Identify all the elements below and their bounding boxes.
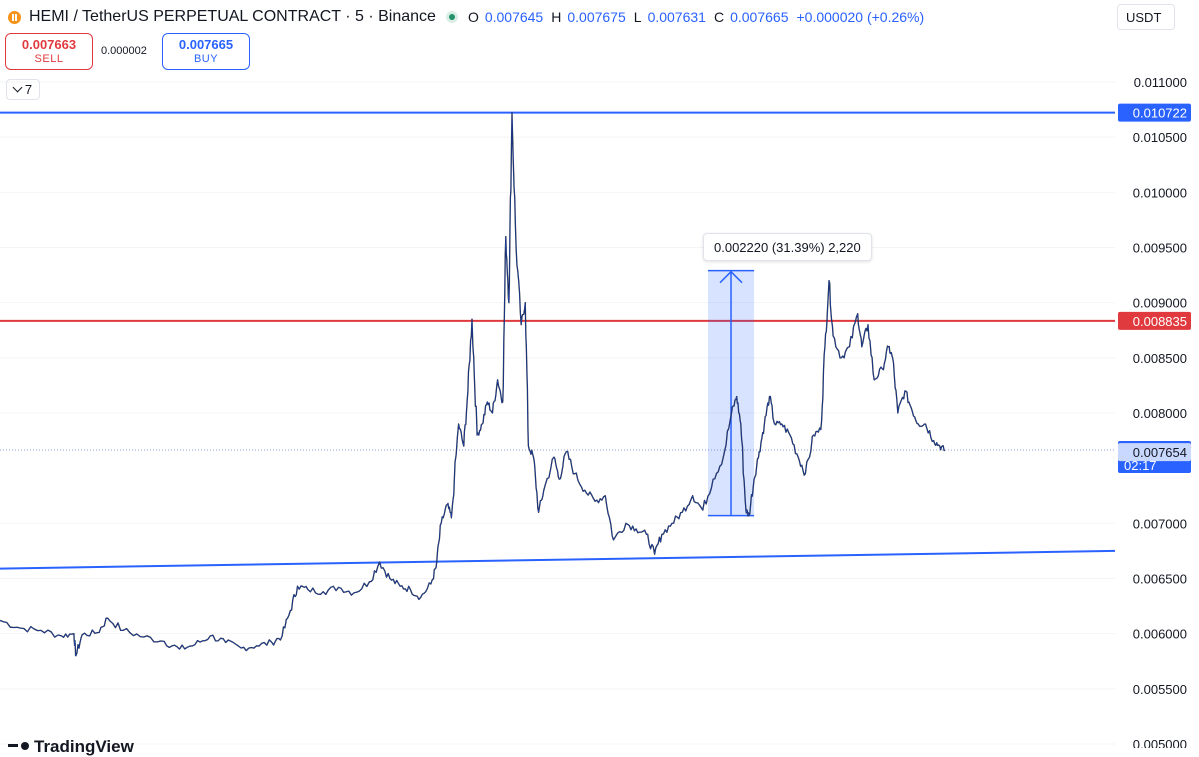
y-tick-label: 0.008000 (1133, 406, 1187, 421)
low-key: L (633, 9, 642, 25)
buy-label: BUY (193, 52, 219, 65)
price-line (0, 112, 945, 657)
resistance-price-label: 0.008835 (1133, 314, 1187, 329)
mark-price-label-bg (1118, 443, 1191, 462)
price-series (0, 112, 945, 657)
close-key: C (713, 9, 725, 25)
countdown-label: 02:17 (1124, 458, 1157, 473)
y-tick-label: 0.009500 (1133, 241, 1187, 256)
y-tick-label: 0.010500 (1133, 130, 1187, 145)
measure-arrow-head (719, 270, 743, 284)
high-price-label: 0.010722 (1133, 106, 1187, 121)
y-tick-label: 0.005000 (1133, 737, 1187, 748)
currency-label: USDT (1126, 9, 1162, 25)
y-tick-label: 0.006000 (1133, 627, 1187, 642)
y-tick-label: 0.008500 (1133, 351, 1187, 366)
chevron-down-icon (12, 82, 23, 93)
high-value: 0.007675 (567, 9, 626, 25)
open-key: O (467, 9, 479, 25)
price-axis-bg (1118, 0, 1199, 748)
support-trendline (0, 549, 1116, 570)
symbol-title[interactable]: HEMI / TetherUS PERPETUAL CONTRACT · 5 ·… (29, 8, 436, 25)
buy-price: 0.007665 (178, 36, 234, 52)
logo-text: TradingView (34, 737, 134, 756)
hemi-coin-icon (8, 10, 21, 24)
y-tick-label: 0.010000 (1133, 185, 1187, 200)
y-tick-label: 0.006500 (1133, 572, 1187, 587)
market-status-icon (445, 11, 458, 23)
sell-button[interactable]: 0.007663 SELL (5, 33, 93, 70)
price-axis: 0.011000 0.010500 0.010000 0.009500 0.009000… (1118, 0, 1199, 748)
high-key: H (551, 9, 562, 25)
indicators-toggle-button[interactable]: 7 (6, 79, 40, 100)
measure-tooltip: 0.002220 (31.39%) 2,220 (703, 233, 872, 261)
high-price-label-bg (1118, 103, 1191, 122)
tradingview-logo[interactable]: TradingView (8, 737, 134, 757)
chart-header: HEMI / TetherUS PERPETUAL CONTRACT · 5 ·… (8, 6, 926, 28)
spread-value: 0.000002 (101, 45, 147, 57)
resistance-price-label-bg (1118, 311, 1191, 330)
y-tick-label: 0.005500 (1133, 682, 1187, 697)
chart-drawings (0, 111, 1116, 570)
sell-label: SELL (34, 52, 64, 65)
y-tick-label: 0.011000 (1134, 75, 1187, 90)
currency-selector[interactable]: USDT (1117, 4, 1175, 30)
open-value: 0.007645 (484, 9, 544, 25)
buy-button[interactable]: 0.007665 BUY (162, 33, 250, 70)
change-value: +0.000020 (+0.26%) (796, 9, 925, 25)
measure-text: 0.002220 (31.39%) 2,220 (714, 239, 861, 255)
sell-price: 0.007663 (21, 36, 77, 52)
y-tick-label: 0.009000 (1133, 296, 1187, 311)
indicators-count: 7 (24, 82, 33, 97)
mark-price-label: 0.007654 (1133, 445, 1187, 460)
chart-grid (0, 81, 1115, 745)
price-line-overlay (0, 112, 945, 657)
y-tick-label: 0.007000 (1133, 516, 1187, 531)
ohlc-values: O 0.007645 H 0.007675 L 0.007631 C 0.007665 … (468, 9, 926, 25)
tradingview-logo-icon (8, 742, 30, 752)
low-value: 0.007631 (647, 9, 706, 25)
close-value: 0.007665 (730, 9, 789, 25)
